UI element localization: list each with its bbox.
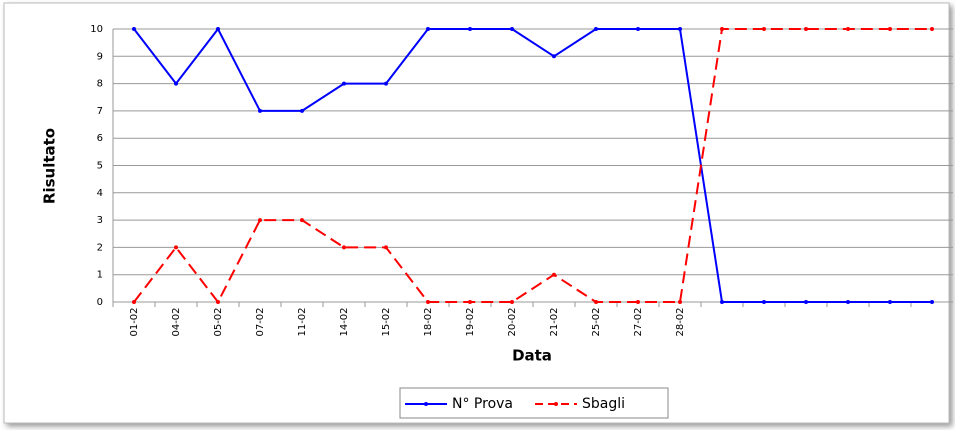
point [216,300,220,304]
y-tick-label: 7 [97,106,103,117]
point [720,27,724,31]
point [930,27,934,31]
point [216,27,220,31]
point [384,245,388,250]
point [888,27,892,31]
x-tick-label: 14-02 [339,307,350,336]
point [888,300,892,304]
point [594,27,598,31]
point [342,245,346,250]
point [174,245,178,250]
point [426,27,430,31]
x-tick-label: 25-02 [591,307,602,336]
point [468,27,472,31]
point [300,108,304,113]
x-tick-label: 27-02 [633,307,644,336]
point [846,27,850,31]
x-tick-label: 19-02 [465,307,476,336]
y-tick-label: 6 [97,133,103,144]
x-tick-label: 04-02 [171,307,182,336]
y-tick-label: 10 [90,24,103,35]
chart-frame [3,2,950,424]
point [552,272,556,277]
series-line [133,28,932,304]
y-tick-label: 8 [97,79,103,90]
point [930,300,934,304]
x-axis-title: Data [512,347,552,365]
point [636,27,640,31]
point [132,27,136,31]
point [636,300,640,304]
point [468,300,472,304]
x-tick-label: 05-02 [213,307,224,336]
legend-marker [554,402,558,406]
y-tick-label: 2 [97,242,103,253]
point [846,300,850,304]
point [258,108,262,113]
point [174,81,178,86]
point [762,27,766,31]
x-tick-label: 18-02 [423,307,434,336]
point [720,300,724,304]
x-tick-label: 20-02 [507,307,518,336]
legend-label: Sbagli [582,396,625,412]
y-tick-label: 3 [97,215,103,226]
point [132,300,136,304]
series-line [133,27,932,303]
point [258,218,262,223]
point [426,300,430,304]
point [342,81,346,86]
point [804,27,808,31]
y-tick-label: 4 [97,188,103,199]
point [678,27,682,31]
point [510,27,514,31]
x-tick-label: 15-02 [381,307,392,336]
x-tick-label: 11-02 [297,307,308,336]
legend-marker [424,402,428,406]
x-tick-label: 28-02 [675,307,686,336]
point [804,300,808,304]
y-tick-label: 0 [97,297,103,308]
y-axis-title: Risultato [41,128,59,204]
point [594,300,598,304]
point [552,54,556,59]
y-tick-label: 5 [97,161,103,172]
x-tick-label: 01-02 [129,307,140,336]
point [678,300,682,304]
point [510,300,514,304]
point [384,81,388,86]
point [762,300,766,304]
x-tick-label: 21-02 [549,307,560,336]
point [300,218,304,223]
y-tick-label: 1 [97,270,103,281]
y-tick-label: 9 [97,51,103,62]
legend-label: N° Prova [452,396,513,412]
x-tick-label: 07-02 [255,307,266,336]
